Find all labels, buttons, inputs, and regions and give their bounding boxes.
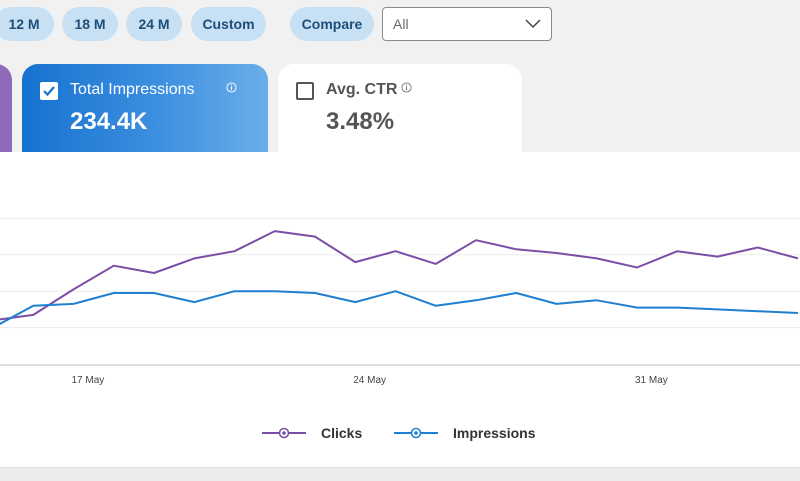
ctr-card-label: Avg. CTR: [326, 81, 398, 98]
clicks-card-partial[interactable]: [0, 64, 12, 164]
impressions-checkbox[interactable]: [40, 82, 58, 100]
impressions-card-label: Total Impressions: [70, 81, 195, 98]
toolbar: 12 M 18 M 24 M Custom Compare All: [0, 0, 800, 50]
bottom-bar: [0, 467, 800, 481]
range-custom-button[interactable]: Custom: [191, 7, 266, 41]
range-18m-button[interactable]: 18 M: [62, 7, 118, 41]
series-line-impressions: [0, 290, 799, 325]
x-tick-label: 17 May: [72, 375, 105, 386]
ctr-card-value: 3.48%: [326, 108, 395, 135]
impressions-card[interactable]: Total Impressions 234.4K: [22, 64, 268, 164]
chart-grid: [0, 217, 800, 329]
chart-legend: Clicks Impressions: [262, 425, 536, 441]
x-axis-ticks: 17 May 24 May 31 May: [72, 375, 668, 386]
check-icon: [43, 86, 55, 97]
legend-marker-dot-impressions: [414, 431, 418, 435]
x-tick-label: 24 May: [353, 375, 386, 386]
chevron-down-icon: [525, 19, 541, 29]
compare-button[interactable]: Compare: [290, 7, 374, 41]
legend-label-clicks: Clicks: [321, 425, 362, 441]
line-chart: 17 May 24 May 31 May Clicks Impressions: [0, 217, 800, 441]
legend-marker-dot-clicks: [282, 431, 286, 435]
filter-select-value: All: [393, 16, 409, 32]
chart-panel: 17 May 24 May 31 May Clicks Impressions: [0, 152, 800, 467]
ctr-card[interactable]: Avg. CTR 3.48%: [278, 64, 522, 164]
info-icon[interactable]: [401, 82, 412, 93]
range-24m-button[interactable]: 24 M: [126, 7, 182, 41]
ctr-checkbox[interactable]: [296, 82, 314, 100]
series-line-clicks: [0, 230, 799, 321]
impressions-card-value: 234.4K: [70, 108, 148, 135]
filter-select[interactable]: All: [382, 7, 552, 41]
info-icon[interactable]: [226, 82, 237, 93]
range-12m-button[interactable]: 12 M: [0, 7, 54, 41]
chart-series: [0, 230, 799, 325]
x-tick-label: 31 May: [635, 375, 668, 386]
legend-label-impressions: Impressions: [453, 425, 536, 441]
